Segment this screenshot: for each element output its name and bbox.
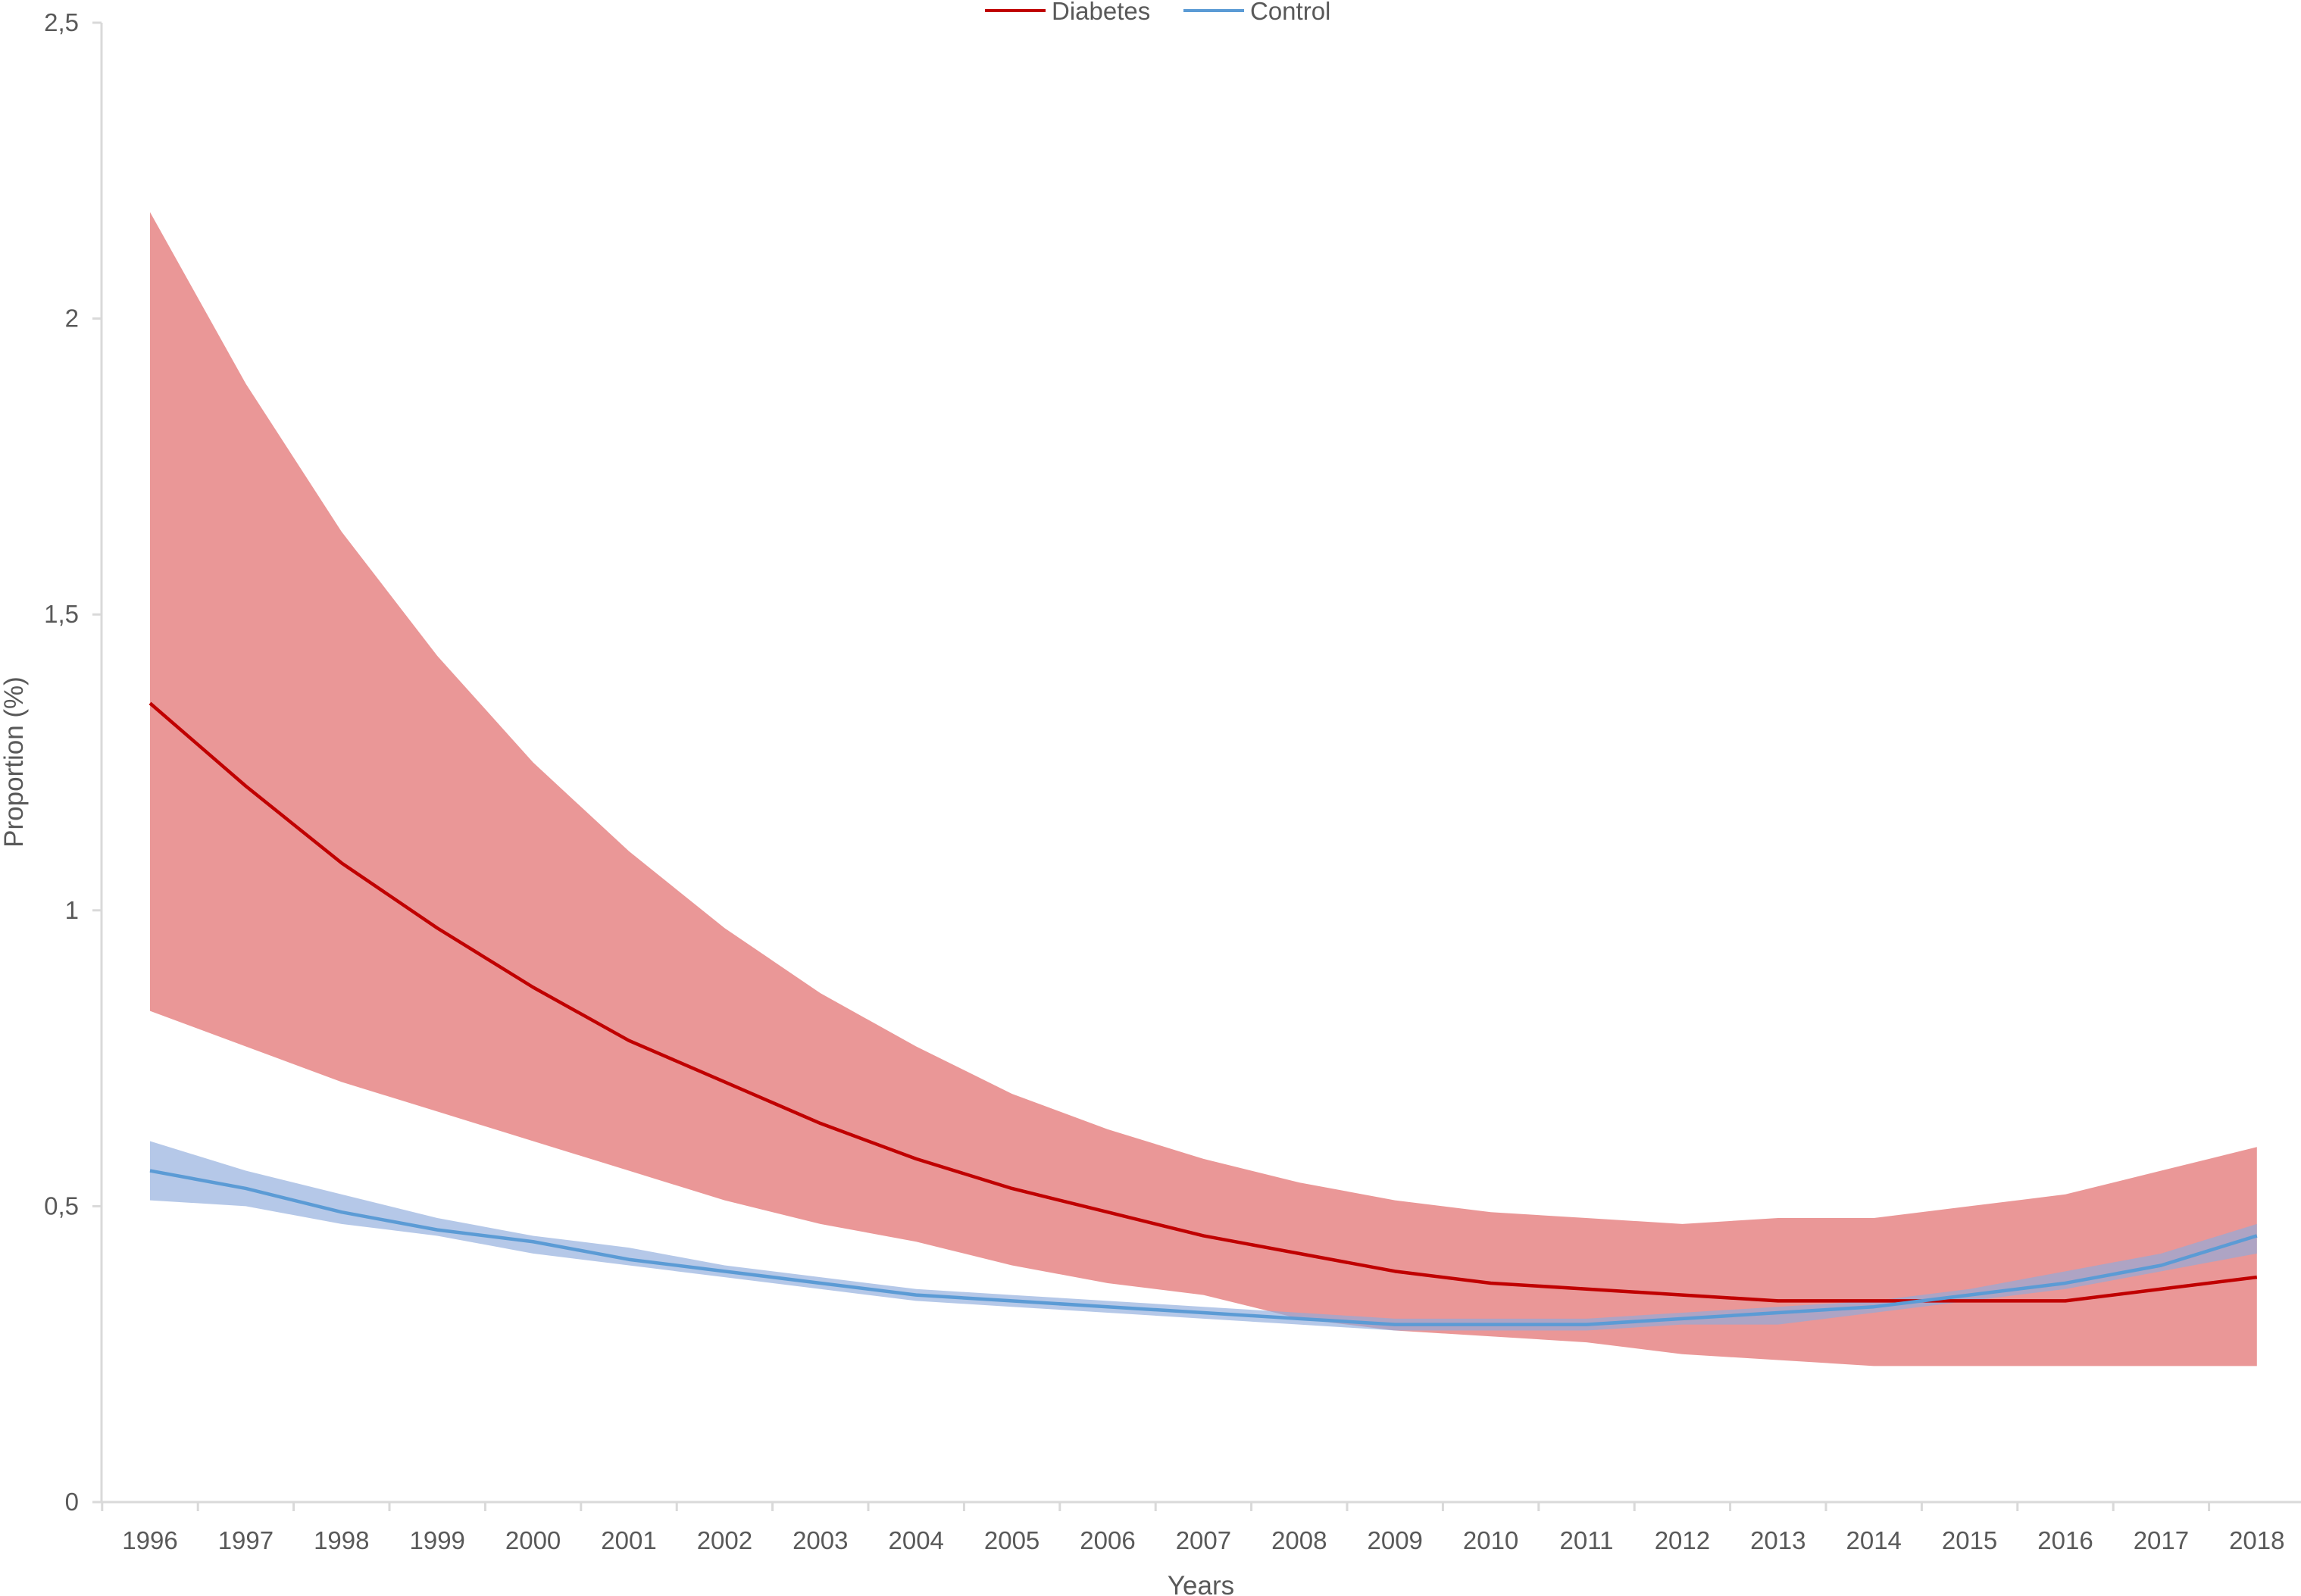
y-tick-label: 1 xyxy=(65,896,79,924)
series-lines xyxy=(149,701,2258,1326)
x-tick-label: 2004 xyxy=(888,1526,943,1554)
x-tick-label: 2006 xyxy=(1080,1526,1135,1554)
x-tick-label: 2002 xyxy=(697,1526,752,1554)
x-tick-label: 2009 xyxy=(1367,1526,1422,1554)
x-tick-label: 1998 xyxy=(314,1526,369,1554)
x-tick-label: 2018 xyxy=(2229,1526,2284,1554)
x-tick-label: 1996 xyxy=(122,1526,177,1554)
y-tick-label: 2 xyxy=(65,305,79,333)
x-tick-label: 2003 xyxy=(793,1526,848,1554)
x-tick-label: 2008 xyxy=(1271,1526,1327,1554)
y-tick-label: 0,5 xyxy=(44,1192,79,1220)
x-tick-label: 2007 xyxy=(1176,1526,1231,1554)
y-tick-label: 1,5 xyxy=(44,600,79,628)
x-tick-label: 2010 xyxy=(1463,1526,1518,1554)
y-tick-label: 2,5 xyxy=(44,8,79,36)
x-tick-label: 2016 xyxy=(2037,1526,2093,1554)
axes xyxy=(100,23,2301,1504)
confidence-bands xyxy=(150,211,2257,1366)
legend-label-control: Control xyxy=(1250,0,1330,25)
x-tick-label: 2012 xyxy=(1655,1526,1710,1554)
x-tick-label: 2013 xyxy=(1750,1526,1805,1554)
legend: Diabetes Control xyxy=(985,0,1330,25)
x-axis-title: Years xyxy=(1168,1571,1234,1596)
y-axis-title: Proportion (%) xyxy=(0,676,29,848)
confidence-band-diabetes xyxy=(150,211,2257,1366)
x-tick-label: 2001 xyxy=(601,1526,656,1554)
y-tick-label: 0 xyxy=(65,1488,79,1516)
x-tick-label: 2017 xyxy=(2134,1526,2189,1554)
x-tick-label: 1999 xyxy=(409,1526,464,1554)
series-line-control xyxy=(149,1169,2258,1326)
x-tick-label: 2000 xyxy=(505,1526,561,1554)
x-tick-label: 1997 xyxy=(218,1526,274,1554)
x-tick-label: 2011 xyxy=(1560,1526,1614,1554)
axis-ticks: 0 0,5 1 1,5 2 2,5 1996 1997 1998 1999 2000 2001 2002… xyxy=(44,8,2284,1554)
x-tick-label: 2015 xyxy=(1942,1526,1997,1554)
x-tick-label: 2014 xyxy=(1846,1526,1901,1554)
legend-label-diabetes: Diabetes xyxy=(1052,0,1150,25)
series-line-diabetes xyxy=(149,701,2258,1303)
x-tick-label: 2005 xyxy=(984,1526,1040,1554)
